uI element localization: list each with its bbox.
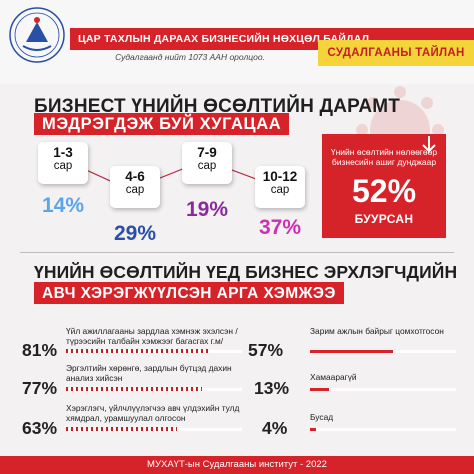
period-box-4: 10-12 сар <box>255 166 305 208</box>
measure-bar-track <box>310 428 456 431</box>
measure-text: Бусад <box>310 412 334 422</box>
card-value: 52% <box>351 173 417 209</box>
measure-percent: 77% <box>22 378 58 398</box>
measure-percent: 81% <box>22 340 58 360</box>
period-unit: сар <box>125 184 145 196</box>
period-range: 4-6 <box>125 169 145 184</box>
section-divider <box>20 252 454 253</box>
measure-text: Зарим ажлын байрыг цомхотгосон <box>310 326 444 336</box>
card-label: БУУРСАН <box>354 212 414 226</box>
measure-bar <box>66 427 177 431</box>
measure-bar <box>310 350 393 353</box>
measure-bar-track <box>310 388 456 391</box>
card-description: Үнийн өсөлтийн нөлөөгөөр бизнесийн ашиг … <box>330 147 438 167</box>
measure-bar <box>310 388 329 391</box>
period-box-2: 4-6 сар <box>110 166 160 208</box>
period-percent-1: 14% <box>41 194 85 217</box>
section2-title-highlight: АВЧ ХЭРЭГЖҮҮЛСЭН АРГА ХЭМЖЭЭ <box>34 282 344 304</box>
measure-text: Хэрэглэгч, үйлчлүүлэгчээ авч үлдэхийн ту… <box>66 403 240 423</box>
measure-bar <box>310 428 316 431</box>
period-unit: сар <box>270 184 290 196</box>
period-range: 10-12 <box>262 169 298 184</box>
period-range: 1-3 <box>53 145 73 160</box>
report-tag: СУДАЛГААНЫ ТАЙЛАН <box>318 40 474 66</box>
report-subtitle: Судалгаанд нийт 1073 ААН оролцоо. <box>115 52 265 62</box>
measure-percent: 57% <box>248 340 284 360</box>
section2-title: ҮНИЙН ӨСӨЛТИЙН ҮЕД БИЗНЕС ЭРХЛЭГЧДИЙН <box>34 262 458 282</box>
period-range: 7-9 <box>197 145 217 160</box>
institute-emblem-icon <box>8 6 66 64</box>
footer: МУХАҮТ-ын Судалгааны институт - 2022 <box>0 456 474 474</box>
period-box-3: 7-9 сар <box>182 142 232 184</box>
profit-decline-card: Үнийн өсөлтийн нөлөөгөөр бизнесийн ашиг … <box>322 134 446 238</box>
period-unit: сар <box>53 160 73 172</box>
measure-bar <box>66 387 202 391</box>
measure-text: Эргэлтийн хөрөнгө, зардлын бүтцэд дахин … <box>66 363 232 383</box>
period-percent-4: 37% <box>258 216 302 239</box>
measure-bar <box>66 349 209 353</box>
period-box-1: 1-3 сар <box>38 142 88 184</box>
measure-percent: 13% <box>254 378 290 398</box>
period-percent-2: 29% <box>113 222 157 245</box>
period-unit: сар <box>197 160 217 172</box>
measure-text: Үйл ажиллагааны зардлаа хэмнэж эхэлсэн /… <box>66 326 238 346</box>
section1-title: БИЗНЕСТ ҮНИЙН ӨСӨЛТИЙН ДАРАМТ <box>34 96 401 117</box>
measure-text: Хамаарагүй <box>310 372 357 382</box>
period-percent-3: 19% <box>185 198 229 221</box>
measure-percent: 4% <box>262 418 288 438</box>
section1-title-highlight: МЭДРЭГДЭЖ БУЙ ХУГАЦАА <box>34 113 290 135</box>
measure-percent: 63% <box>22 418 58 438</box>
arrow-down-icon <box>422 136 436 153</box>
